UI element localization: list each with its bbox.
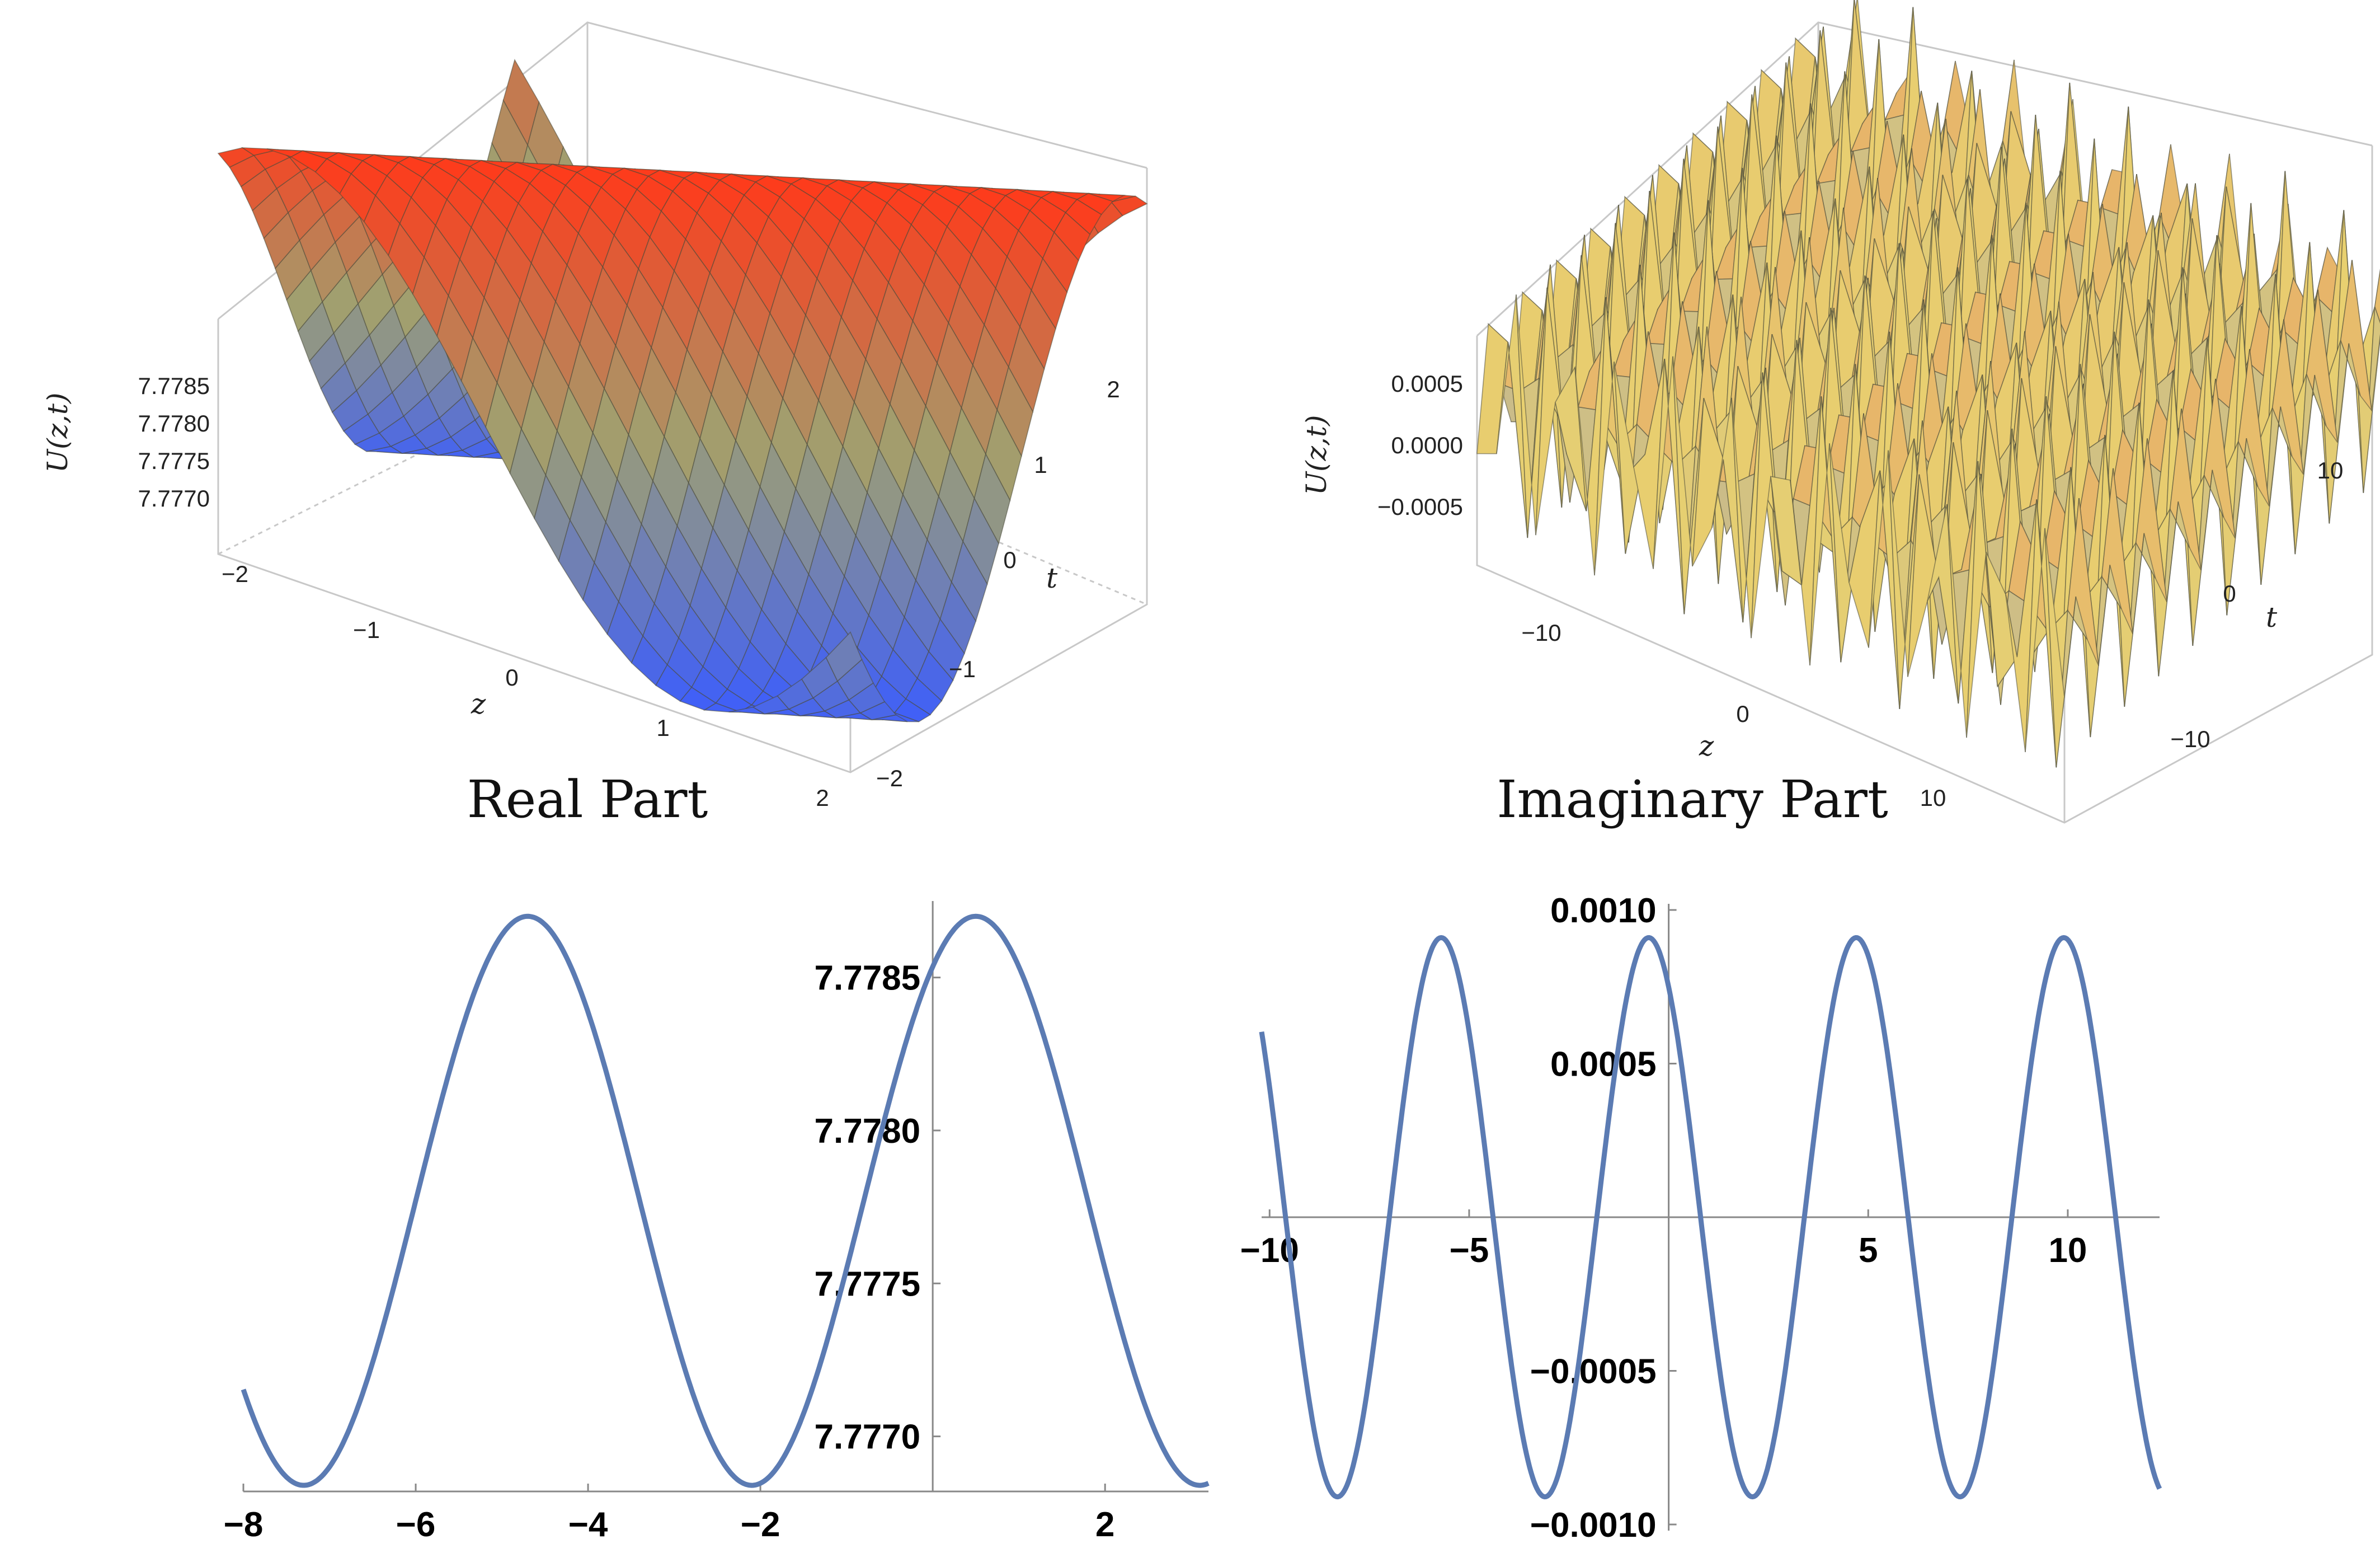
x-tick-label: −2 — [741, 1505, 780, 1544]
series-line — [241, 913, 1210, 1488]
imag-3d-text: −0.0005 0.0000 0.0005 −10 0 10 −10 0 10 z t U(z,t) I… — [1300, 370, 2343, 829]
y-tick-label: −0.0005 — [1530, 1353, 1657, 1391]
real-y-tick-label: 2 — [1107, 376, 1120, 402]
real-z-tick-label: 7.7785 — [138, 373, 210, 399]
real-3d-text: 7.7770 7.7775 7.7780 7.7785 −2 −1 0 1 2 −2 −1 0 1 2 z t… — [41, 373, 1120, 829]
surface-facet — [825, 631, 863, 682]
imag-y-tick-label: −10 — [2170, 726, 2210, 752]
x-tick-label: −4 — [568, 1505, 608, 1544]
real-u-axis-label: U(z,t) — [41, 393, 74, 473]
real-y-tick-label: 0 — [1003, 547, 1016, 573]
x-tick-label: 2 — [1095, 1505, 1114, 1544]
y-tick-label: 7.7770 — [815, 1418, 921, 1457]
imag-surface — [1476, 0, 2380, 768]
imag-caption: Imaginary Part — [1497, 770, 1888, 829]
real-caption: Real Part — [467, 770, 708, 829]
real-part-3d-panel: 7.7770 7.7775 7.7780 7.7785 −2 −1 0 1 2 −2 −1 0 1 2 z t… — [41, 21, 1148, 829]
x-tick-label: −5 — [1450, 1231, 1489, 1270]
imag-x-tick-label: 10 — [1920, 785, 1946, 811]
y-tick-label: 7.7780 — [815, 1112, 921, 1151]
imag-z-axis-label: z — [1699, 730, 1714, 762]
series-line — [1259, 935, 2162, 1500]
x-tick-label: −6 — [396, 1505, 436, 1544]
imag-z-tick-label: 0.0000 — [1391, 432, 1463, 458]
real-z-tick-label: 7.7775 — [138, 448, 210, 474]
imag-y-tick-label: 0 — [2223, 580, 2236, 607]
imag-x-tick-label: 0 — [1736, 701, 1749, 727]
y-tick-label: 0.0005 — [1550, 1045, 1657, 1083]
imag-t-axis-label: t — [2266, 601, 2278, 634]
real-z-tick-label: 7.7770 — [138, 485, 210, 512]
real-x-tick-label: −2 — [222, 561, 248, 587]
real-line-plot: −8 −6 −4 −2 2 7.7770 7.7775 7.7780 7.7785 — [224, 901, 1210, 1544]
y-tick-label: 7.7775 — [815, 1265, 921, 1303]
imag-z-tick-label: −0.0005 — [1377, 494, 1463, 520]
x-tick-label: 5 — [1859, 1231, 1878, 1270]
real-t-axis-label: t — [1046, 562, 1058, 594]
real-y-tick-label: 1 — [1034, 452, 1047, 478]
real-x-tick-label: 2 — [816, 785, 829, 811]
real-x-tick-label: −1 — [353, 617, 380, 643]
imag-u-axis-label: U(z,t) — [1300, 415, 1333, 495]
y-tick-label: −0.0010 — [1530, 1506, 1657, 1545]
imag-y-tick-label: 10 — [2317, 457, 2344, 484]
y-tick-label: 0.0010 — [1550, 892, 1657, 930]
real-z-axis-label: z — [471, 688, 486, 720]
imag-z-tick-label: 0.0005 — [1391, 370, 1463, 397]
x-tick-label: 10 — [2048, 1231, 2087, 1270]
imag-part-3d-panel: −0.0005 0.0000 0.0005 −10 0 10 −10 0 10 z t U(z,t) I… — [1300, 0, 2380, 829]
x-tick-label: −8 — [224, 1505, 264, 1544]
surface-facet — [2044, 528, 2077, 768]
imag-x-tick-label: −10 — [1521, 620, 1561, 646]
real-x-tick-label: 0 — [505, 664, 518, 691]
real-y-tick-label: −2 — [876, 765, 903, 791]
real-surface — [217, 58, 1148, 722]
y-tick-label: 7.7785 — [815, 959, 921, 998]
real-y-tick-label: −1 — [949, 656, 976, 682]
real-z-tick-label: 7.7780 — [138, 410, 210, 437]
real-x-tick-label: 1 — [656, 715, 669, 741]
